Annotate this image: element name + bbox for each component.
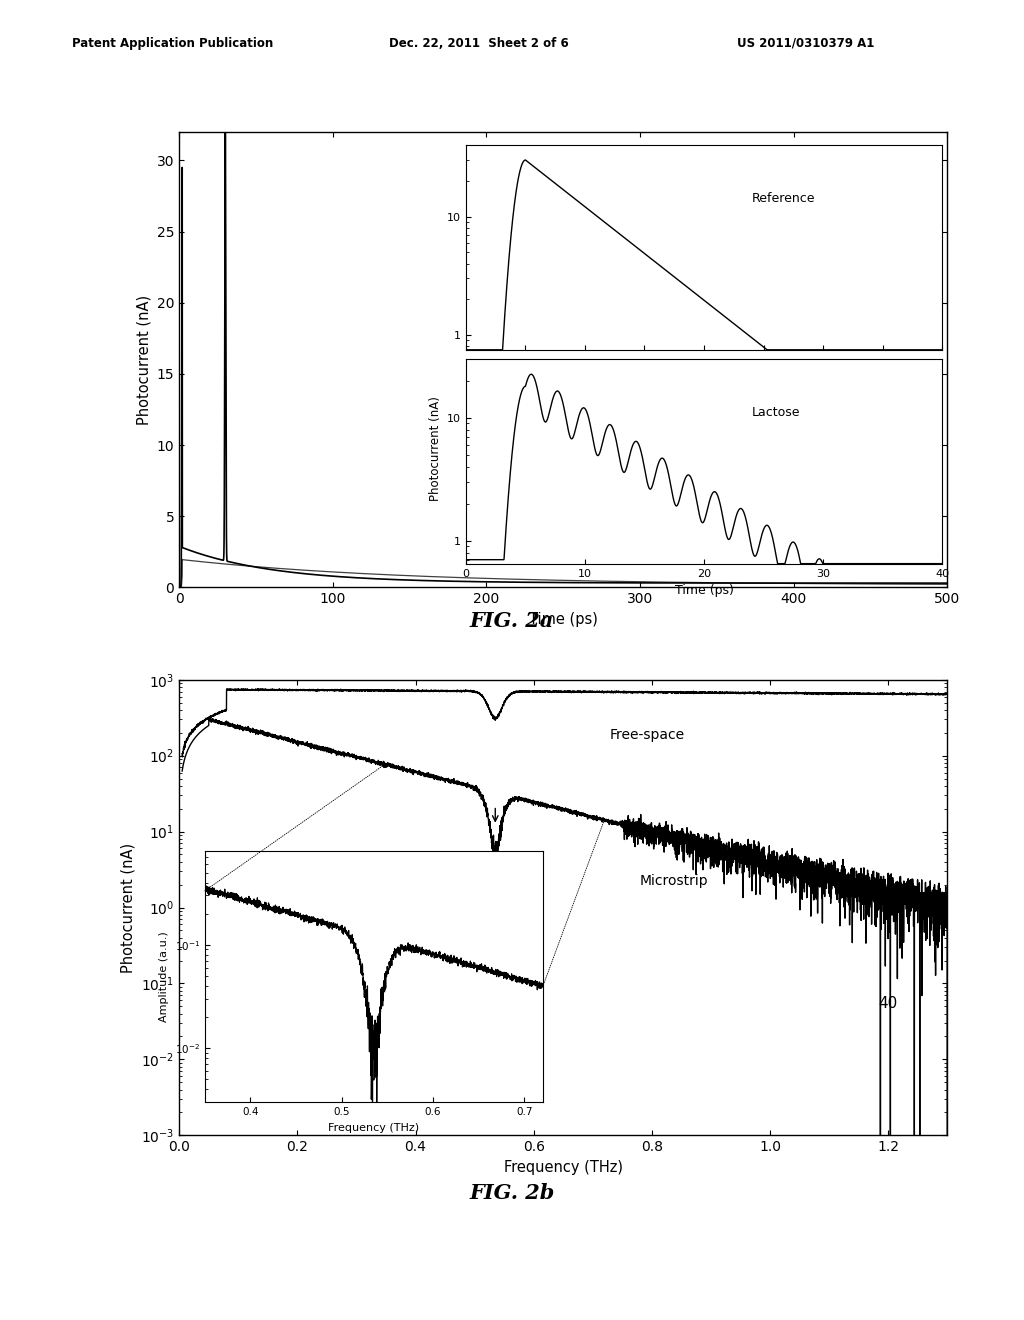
Text: Lactose: Lactose — [752, 407, 800, 420]
Y-axis label: Amplitude (a.u.): Amplitude (a.u.) — [159, 932, 169, 1022]
Y-axis label: Photocurrent (nA): Photocurrent (nA) — [136, 294, 152, 425]
Text: Free-space: Free-space — [609, 729, 684, 742]
Text: Reference: Reference — [752, 193, 815, 206]
Text: FIG. 2b: FIG. 2b — [469, 1183, 555, 1203]
Text: Microstrip: Microstrip — [640, 874, 709, 888]
Text: Dec. 22, 2011  Sheet 2 of 6: Dec. 22, 2011 Sheet 2 of 6 — [389, 37, 569, 50]
Text: Patent Application Publication: Patent Application Publication — [72, 37, 273, 50]
Text: Photocurrent (nA): Photocurrent (nA) — [429, 396, 441, 502]
Text: FIG. 2a: FIG. 2a — [470, 611, 554, 631]
Text: 40: 40 — [878, 995, 897, 1011]
X-axis label: Frequency (THz): Frequency (THz) — [504, 1159, 623, 1175]
Y-axis label: Photocurrent (nA): Photocurrent (nA) — [121, 842, 135, 973]
X-axis label: Time (ps): Time (ps) — [528, 611, 598, 627]
Text: US 2011/0310379 A1: US 2011/0310379 A1 — [737, 37, 874, 50]
X-axis label: Frequency (THz): Frequency (THz) — [329, 1122, 419, 1133]
X-axis label: Time (ps): Time (ps) — [675, 583, 733, 597]
